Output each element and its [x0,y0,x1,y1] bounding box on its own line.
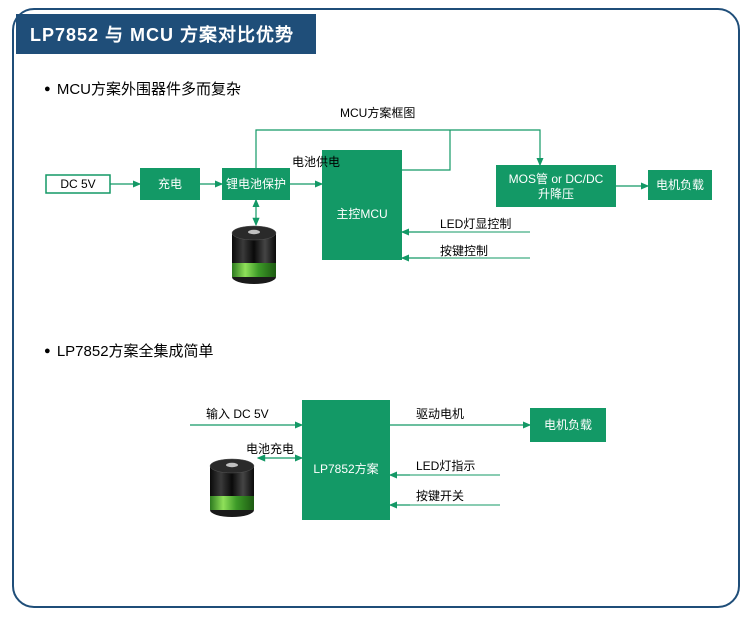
diagram-svg: MCU方案框图 DC 5V 充电 锂电池保护 主控MCU MOS管 or DC/… [0,0,752,618]
lbl-drive: 驱动电机 [416,407,464,421]
svg-text:LP7852方案: LP7852方案 [313,461,378,476]
lbl-led2: LED灯指示 [416,458,475,473]
svg-text:主控MCU: 主控MCU [336,207,387,221]
svg-text:DC 5V: DC 5V [60,177,95,191]
svg-text:升降压: 升降压 [538,187,574,201]
block-dc5v: DC 5V [46,175,110,193]
block-charge: 充电 [140,168,200,200]
lbl-led1: LED灯显控制 [440,217,511,231]
block-protect: 锂电池保护 [222,168,290,200]
svg-text:MOS管 or DC/DC: MOS管 or DC/DC [509,171,604,186]
lbl-chg: 电池充电 [246,441,294,456]
svg-text:电机负载: 电机负载 [544,418,592,432]
block-lp7852: LP7852方案 [302,400,390,520]
lbl-in: 输入 DC 5V [206,406,269,421]
svg-text:锂电池保护: 锂电池保护 [226,176,286,191]
lbl-key1: 按键控制 [440,244,488,258]
block-load2: 电机负载 [530,408,606,442]
svg-text:电机负载: 电机负载 [656,178,704,192]
section1-caption: MCU方案框图 [340,105,415,120]
battery-icon-2 [210,459,254,517]
svg-text:充电: 充电 [158,176,182,191]
lbl-key2: 按键开关 [416,489,464,503]
block-mos: MOS管 or DC/DC 升降压 [496,165,616,207]
lbl-supply: 电池供电 [292,155,340,169]
battery-icon-1 [232,226,276,284]
block-load1: 电机负载 [648,170,712,200]
